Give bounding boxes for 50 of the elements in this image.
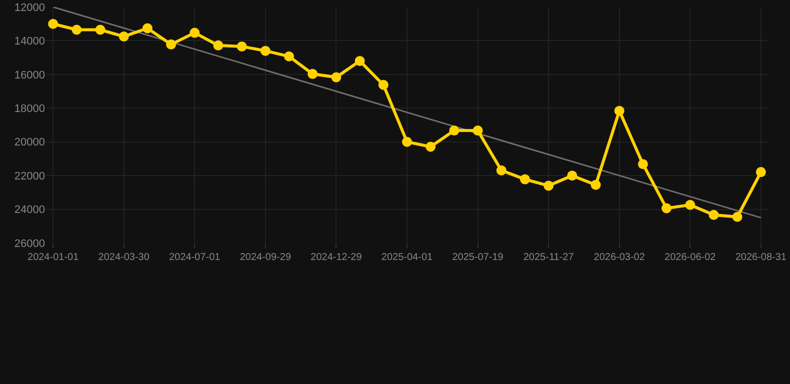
x-tick-label: 2024-01-01 (28, 252, 80, 263)
point (260, 46, 270, 56)
x-tick-label: 2025-07-19 (452, 252, 504, 263)
point (284, 51, 294, 62)
point (732, 212, 742, 222)
point (236, 41, 247, 52)
point (685, 200, 696, 210)
y-tick-label: 18000 (14, 102, 45, 115)
x-tick-label: 2024-12-29 (310, 252, 362, 263)
point (638, 159, 648, 170)
point (708, 210, 719, 220)
point (544, 180, 554, 191)
x-tick-label: 2026-03-02 (594, 252, 646, 263)
y-tick-label: 14000 (14, 36, 45, 48)
y-tick-label: 24000 (14, 204, 45, 216)
point (590, 180, 601, 190)
x-tick-label: 2025-04-01 (381, 252, 434, 263)
x-tick-label: 2026-08-31 (735, 252, 787, 263)
point (449, 126, 460, 136)
point (118, 32, 129, 42)
point (472, 126, 483, 136)
x-tick-label: 2025-11-27 (523, 252, 574, 263)
point (354, 56, 365, 66)
point (166, 39, 176, 50)
point (48, 18, 58, 29)
y-tick-label: 20000 (14, 136, 45, 149)
point (614, 106, 624, 116)
point (142, 23, 152, 34)
point (426, 142, 436, 152)
point (308, 68, 318, 79)
point (331, 72, 342, 82)
point (756, 167, 766, 178)
point (72, 24, 82, 35)
y-tick-label: 12000 (14, 2, 45, 14)
point (662, 203, 672, 214)
point (567, 170, 578, 181)
point (95, 24, 106, 35)
x-tick-label: 2024-03-30 (98, 252, 150, 263)
point (378, 80, 388, 90)
y-tick-label: 16000 (14, 69, 45, 82)
point (496, 165, 506, 176)
point (213, 40, 224, 50)
x-tick-label: 2026-06-02 (664, 252, 716, 263)
point (402, 136, 412, 147)
x-tick-label: 2024-09-29 (240, 252, 292, 263)
point (190, 28, 200, 38)
y-tick-label: 26000 (14, 238, 45, 250)
x-tick-label: 2024-07-01 (169, 252, 221, 263)
point (520, 174, 530, 184)
y-tick-label: 22000 (14, 170, 45, 182)
